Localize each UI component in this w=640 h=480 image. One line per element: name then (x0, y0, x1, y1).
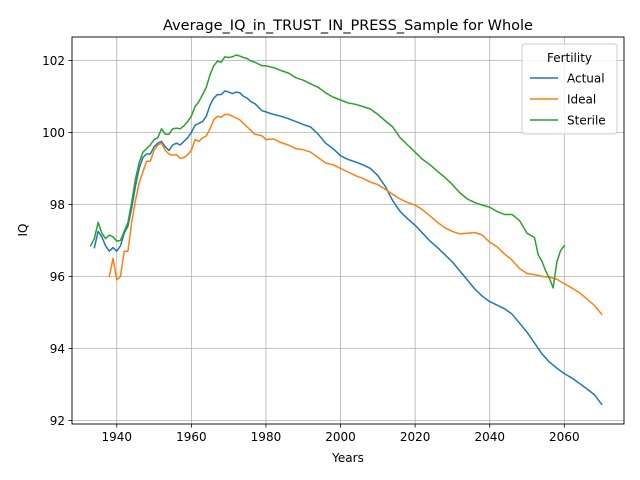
x-tick-label: 1940 (101, 430, 132, 444)
y-tick-label: 94 (50, 342, 65, 356)
legend-label-ideal: Ideal (567, 93, 596, 107)
y-tick-label: 92 (50, 414, 65, 428)
chart-title: Average_IQ_in_TRUST_IN_PRESS_Sample for … (163, 18, 533, 34)
y-tick-label: 96 (50, 270, 65, 284)
y-tick-label: 102 (42, 54, 65, 68)
legend-label-actual: Actual (567, 72, 605, 86)
legend-label-sterile: Sterile (567, 114, 606, 128)
y-axis: 92 94 96 98 100 102 (42, 54, 72, 428)
x-tick-label: 2000 (325, 430, 356, 444)
series-line-ideal (108, 113, 603, 316)
x-tick-label: 1980 (251, 430, 282, 444)
y-axis-label: IQ (16, 224, 30, 237)
legend-title: Fertility (547, 51, 592, 65)
x-axis: 1940 1960 1980 2000 2020 2040 2060 (101, 424, 580, 444)
x-tick-label: 2060 (549, 430, 580, 444)
series-layer (89, 54, 603, 406)
legend: Fertility Actual Ideal Sterile (521, 43, 618, 135)
plot-frame (71, 36, 625, 425)
series-line-sterile (89, 54, 566, 289)
x-axis-label: Years (331, 451, 364, 465)
legend-box (521, 43, 618, 135)
x-tick-label: 1960 (176, 430, 207, 444)
series-line-actual (93, 90, 603, 406)
y-tick-label: 100 (42, 126, 65, 140)
x-tick-label: 2040 (474, 430, 505, 444)
x-tick-label: 2020 (400, 430, 431, 444)
y-tick-label: 98 (50, 198, 65, 212)
